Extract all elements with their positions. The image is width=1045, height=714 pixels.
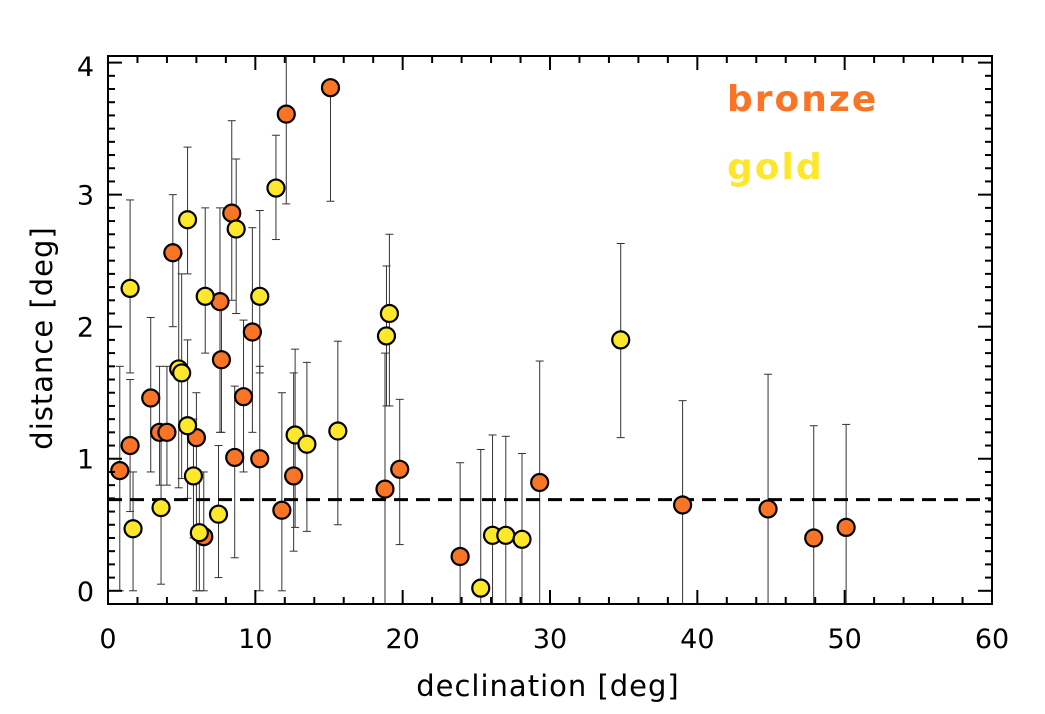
gold-point	[250, 286, 270, 306]
x-tick-label: 20	[385, 624, 419, 655]
gold-point	[177, 210, 198, 230]
bronze-point	[390, 459, 410, 479]
gold-errorbar	[518, 452, 527, 604]
gold-point	[376, 326, 397, 346]
gold-errorbar	[476, 449, 485, 604]
gold-point	[151, 498, 171, 518]
bronze-point	[272, 500, 292, 520]
gold-point	[328, 421, 348, 441]
bronze-point	[211, 350, 232, 370]
bronze-errorbar	[809, 425, 818, 604]
gold-point	[177, 416, 198, 436]
bronze-point	[222, 203, 242, 223]
bronze-point	[250, 449, 270, 469]
data-point-layer	[110, 78, 856, 598]
y-tick-label: 0	[77, 577, 94, 608]
bronze-errorbar	[380, 352, 389, 604]
gold-point	[183, 466, 204, 486]
x-axis-label: declination [deg]	[416, 669, 680, 703]
bronze-point	[284, 466, 304, 486]
bronze-point	[141, 388, 161, 408]
bronze-errorbar	[842, 423, 851, 604]
gold-point	[226, 219, 246, 239]
bronze-errorbar	[326, 87, 335, 202]
bronze-point	[450, 546, 470, 567]
y-axis-label: distance [deg]	[25, 226, 59, 449]
gold-point	[266, 178, 286, 198]
bronze-point	[225, 447, 245, 468]
plot-frame	[107, 55, 993, 605]
y-tick-label: 3	[77, 181, 94, 212]
x-tick-label: 30	[533, 624, 567, 655]
legend-bronze: bronze	[727, 79, 878, 120]
x-tick-label: 10	[238, 624, 272, 655]
bronze-point	[163, 243, 183, 263]
gold-point	[496, 525, 516, 545]
bronze-point	[530, 472, 550, 493]
x-tick-label: 50	[827, 624, 861, 655]
bronze-point	[804, 528, 824, 548]
bronze-point	[375, 479, 395, 499]
errorbar-layer	[115, 56, 851, 604]
bronze-errorbar	[277, 392, 286, 592]
axes-layer	[107, 55, 993, 605]
bronze-errorbar	[289, 372, 298, 552]
gold-point	[611, 330, 631, 350]
bronze-point	[233, 387, 254, 407]
gold-point	[208, 504, 229, 524]
gold-point	[471, 578, 491, 598]
gold-point	[120, 278, 140, 299]
bronze-point	[110, 461, 130, 481]
legend-gold: gold	[727, 147, 824, 188]
bronze-errorbar	[230, 385, 239, 559]
bronze-point	[672, 495, 693, 515]
bronze-point	[242, 322, 262, 342]
x-tick-label: 60	[975, 624, 1009, 655]
bronze-point	[276, 104, 296, 124]
gold-point	[195, 286, 215, 306]
gold-point	[172, 363, 192, 383]
bronze-point	[157, 422, 177, 442]
bronze-errorbar	[255, 365, 264, 592]
gold-point	[379, 303, 400, 324]
gold-errorbar	[501, 435, 510, 604]
gold-errorbar	[488, 434, 497, 604]
bronze-errorbar	[215, 207, 224, 433]
bronze-errorbar	[456, 462, 465, 604]
gold-point	[189, 523, 209, 543]
tick-label-layer: 0 10 20 30 40 50 60 0 1 2 3 4	[77, 52, 1009, 655]
y-tick-label: 2	[77, 313, 94, 344]
x-tick-label: 40	[680, 624, 714, 655]
gold-point	[297, 434, 317, 454]
bronze-errorbar	[282, 56, 291, 205]
bronze-point	[320, 78, 341, 98]
y-tick-label: 1	[77, 445, 94, 476]
y-tick-label: 4	[77, 52, 94, 83]
gold-point	[512, 529, 532, 549]
bronze-point	[836, 517, 856, 538]
gold-errorbar	[201, 207, 210, 354]
bronze-point	[758, 499, 778, 519]
bronze-point	[120, 435, 140, 456]
x-tick-label: 0	[99, 624, 116, 655]
bronze-errorbar	[764, 373, 773, 604]
gold-point	[123, 519, 143, 539]
